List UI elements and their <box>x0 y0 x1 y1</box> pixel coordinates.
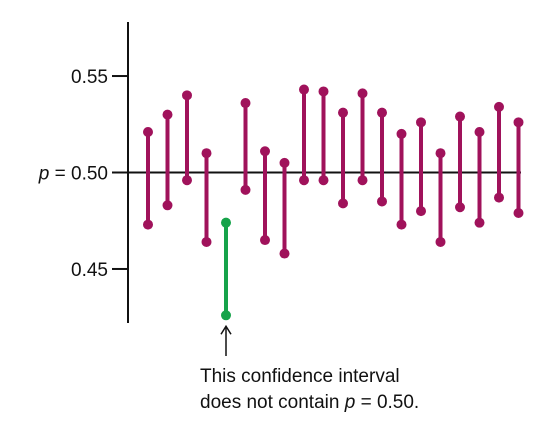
interval-15-upper-point <box>416 117 426 127</box>
interval-8-lower-point <box>280 249 290 259</box>
confidence-intervals <box>143 85 524 321</box>
interval-4-lower-point <box>202 237 212 247</box>
interval-9-lower-point <box>299 175 309 185</box>
interval-11-upper-point <box>338 108 348 118</box>
interval-19-upper-point <box>494 102 504 112</box>
interval-20-lower-point <box>514 208 524 218</box>
interval-16-upper-point <box>436 148 446 158</box>
interval-10-upper-point <box>319 86 329 96</box>
interval-14-lower-point <box>397 220 407 230</box>
interval-6-lower-point <box>241 185 251 195</box>
interval-17-lower-point <box>455 202 465 212</box>
interval-8-upper-point <box>280 158 290 168</box>
interval-1-upper-point <box>143 127 153 137</box>
interval-7-upper-point <box>260 146 270 156</box>
interval-1-lower-point <box>143 220 153 230</box>
interval-18-lower-point <box>475 218 485 228</box>
interval-12-lower-point <box>358 175 368 185</box>
interval-19-lower-point <box>494 193 504 203</box>
interval-17-upper-point <box>455 112 465 122</box>
annotation-line-2-post: = 0.50. <box>355 392 419 413</box>
interval-7-lower-point <box>260 235 270 245</box>
interval-14-upper-point <box>397 129 407 139</box>
interval-5-lower-point <box>221 310 231 320</box>
interval-13-lower-point <box>377 196 387 206</box>
annotation-line-2: does not contain p = 0.50. <box>200 392 419 413</box>
interval-10-lower-point <box>319 175 329 185</box>
reference-line-label-value: = 0.50 <box>49 164 108 185</box>
interval-2-upper-point <box>163 110 173 120</box>
interval-5-upper-point <box>221 218 231 228</box>
annotation-line-2-pre: does not contain <box>200 392 345 413</box>
annotation-arrow <box>221 326 231 356</box>
interval-18-upper-point <box>475 127 485 137</box>
reference-line-label: p = 0.50 <box>38 164 108 185</box>
interval-3-lower-point <box>182 175 192 185</box>
interval-6-upper-point <box>241 98 251 108</box>
annotation-line-1: This confidence interval <box>200 366 400 387</box>
annotation-line-2-variable: p <box>344 392 356 413</box>
interval-4-upper-point <box>202 148 212 158</box>
tick-label-0.45: 0.45 <box>71 260 108 281</box>
interval-12-upper-point <box>358 88 368 98</box>
interval-11-lower-point <box>338 198 348 208</box>
interval-13-upper-point <box>377 108 387 118</box>
interval-16-lower-point <box>436 237 446 247</box>
interval-2-lower-point <box>163 200 173 210</box>
reference-line-label-variable: p <box>38 164 50 185</box>
tick-label-0.55: 0.55 <box>71 67 108 88</box>
interval-3-upper-point <box>182 90 192 100</box>
interval-9-upper-point <box>299 85 309 95</box>
interval-20-upper-point <box>514 117 524 127</box>
interval-15-lower-point <box>416 206 426 216</box>
